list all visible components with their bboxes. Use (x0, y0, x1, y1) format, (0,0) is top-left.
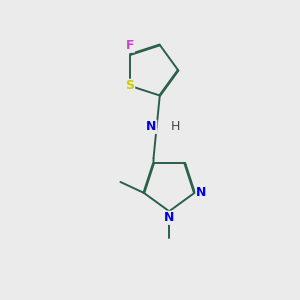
Text: H: H (171, 120, 180, 133)
Text: F: F (126, 39, 134, 52)
Text: N: N (146, 120, 157, 133)
Text: N: N (164, 211, 174, 224)
Text: N: N (196, 186, 206, 200)
Text: S: S (125, 80, 134, 92)
